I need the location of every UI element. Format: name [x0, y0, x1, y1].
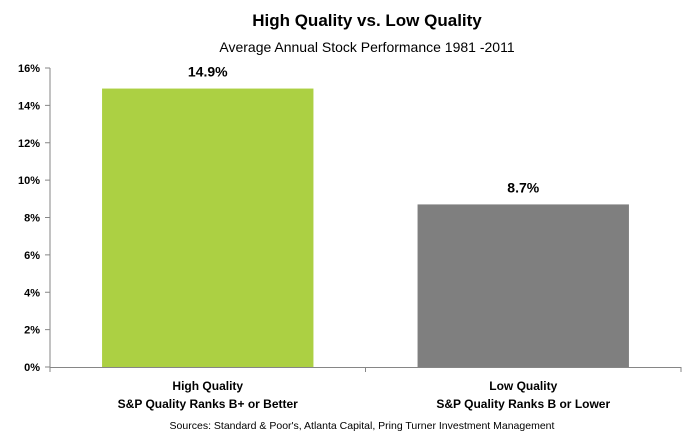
- category-label: S&P Quality Ranks B or Lower: [436, 397, 610, 411]
- chart-title: High Quality vs. Low Quality: [252, 11, 482, 30]
- source-note: Sources: Standard & Poor's, Atlanta Capi…: [170, 420, 555, 432]
- bar: [102, 88, 314, 368]
- y-tick-label: 12%: [18, 138, 40, 150]
- category-label: S&P Quality Ranks B+ or Better: [118, 397, 299, 411]
- category-label: Low Quality: [489, 379, 557, 393]
- chart-subtitle: Average Annual Stock Performance 1981 -2…: [219, 39, 514, 55]
- data-label: 14.9%: [188, 64, 228, 80]
- y-tick-label: 8%: [24, 213, 40, 225]
- category-label: High Quality: [172, 379, 243, 393]
- data-label: 8.7%: [507, 179, 539, 195]
- bar: [417, 204, 629, 367]
- y-tick-label: 10%: [18, 175, 40, 187]
- y-tick-label: 4%: [24, 287, 40, 299]
- y-tick-label: 0%: [24, 362, 40, 374]
- y-tick-label: 6%: [24, 250, 40, 262]
- y-tick-label: 2%: [24, 325, 40, 337]
- y-tick-label: 14%: [18, 100, 40, 112]
- y-tick-label: 16%: [18, 63, 40, 75]
